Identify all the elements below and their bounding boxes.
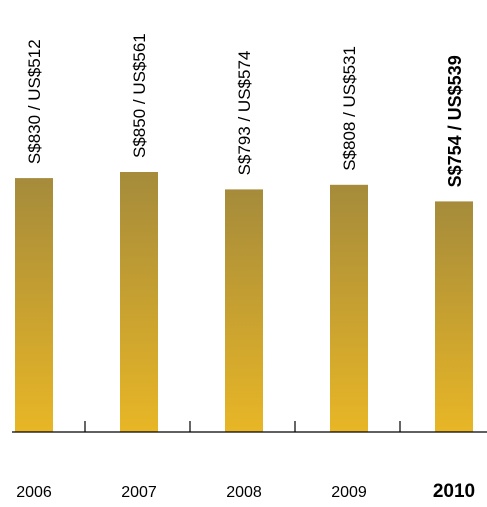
data-label-2008: S$793 / US$574 — [235, 51, 254, 176]
data-label-2009: S$808 / US$531 — [340, 46, 359, 171]
x-tick-label-2007: 2007 — [121, 484, 157, 501]
bar-2006 — [15, 178, 53, 432]
bar-2010 — [435, 201, 473, 432]
x-tick-label-2010: 2010 — [433, 481, 475, 502]
x-tick-labels-layer: 2006 2007 2008 2009 2010 — [16, 481, 475, 502]
data-labels-layer: S$830 / US$512 S$850 / US$561 S$793 / US$5… — [25, 33, 465, 187]
x-tick-label-2008: 2008 — [226, 484, 262, 501]
x-tick-label-2009: 2009 — [331, 484, 367, 501]
bar-2007 — [120, 172, 158, 432]
data-label-2006: S$830 / US$512 — [25, 39, 44, 164]
bars-layer — [15, 172, 473, 432]
x-axis — [12, 421, 487, 433]
bar-2008 — [225, 189, 263, 432]
data-label-2010: S$754 / US$539 — [445, 55, 465, 187]
data-label-2007: S$850 / US$561 — [130, 33, 149, 158]
bar-2009 — [330, 184, 368, 432]
x-tick-label-2006: 2006 — [16, 484, 52, 501]
